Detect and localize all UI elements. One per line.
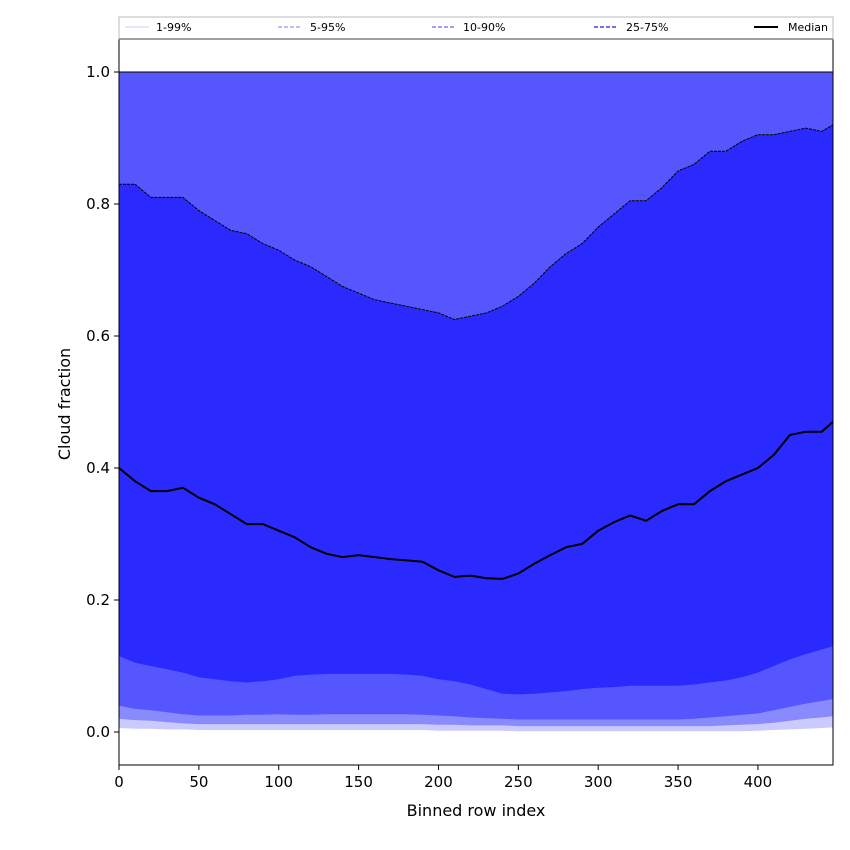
y-tick-label: 0.4 — [86, 459, 110, 477]
line-75th-percentile — [119, 124, 834, 321]
y-tick-label: 0.2 — [86, 591, 110, 609]
legend-label: 1-99% — [156, 21, 191, 34]
x-axis-title: Binned row index — [407, 801, 546, 820]
y-tick-label: 0.0 — [86, 723, 110, 741]
x-tick-label: 400 — [744, 773, 773, 791]
y-axis: 0.0 0.2 0.4 0.6 0.8 1.0 — [86, 63, 119, 741]
y-axis-title: Cloud fraction — [55, 348, 74, 460]
x-axis: 0 50 100 150 200 250 300 350 400 — [114, 765, 772, 791]
percentile-lines — [118, 71, 834, 580]
x-tick-label: 200 — [424, 773, 453, 791]
legend-label: 10-90% — [463, 21, 505, 34]
legend-label: 5-95% — [310, 21, 345, 34]
legend-label: Median — [788, 21, 828, 34]
x-tick-label: 0 — [114, 773, 124, 791]
x-tick-label: 50 — [189, 773, 208, 791]
y-tick-label: 0.6 — [86, 327, 110, 345]
x-tick-label: 250 — [504, 773, 533, 791]
legend-label: 25-75% — [626, 21, 668, 34]
x-tick-label: 150 — [344, 773, 373, 791]
x-tick-label: 100 — [264, 773, 293, 791]
x-tick-label: 350 — [664, 773, 693, 791]
percentile-bands — [119, 72, 833, 732]
line-median — [118, 421, 834, 580]
y-tick-label: 0.8 — [86, 195, 110, 213]
band-25-75 — [119, 124, 833, 695]
y-tick-label: 1.0 — [86, 63, 110, 81]
x-tick-label: 300 — [584, 773, 613, 791]
legend: 1-99% 5-95% 10-90% 25-75% Median — [118, 16, 834, 40]
